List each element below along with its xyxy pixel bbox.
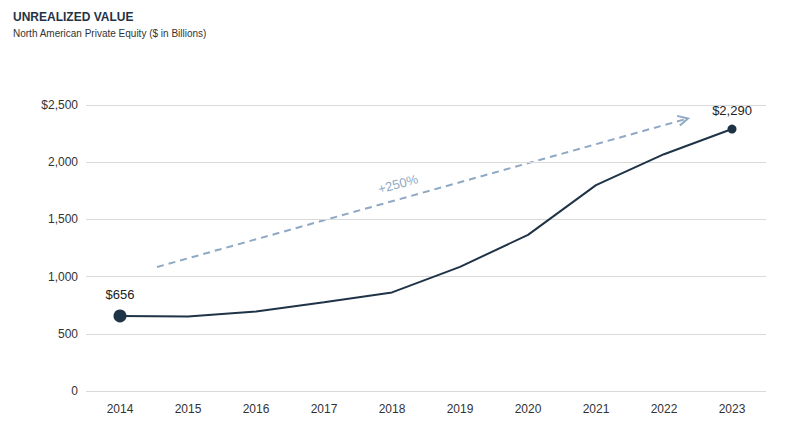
svg-text:$656: $656 <box>106 287 135 302</box>
svg-text:2023: 2023 <box>719 402 746 416</box>
svg-text:2021: 2021 <box>583 402 610 416</box>
svg-text:North American Private Equity: North American Private Equity ($ in Bill… <box>13 28 206 39</box>
svg-text:2017: 2017 <box>311 402 338 416</box>
svg-text:2,000: 2,000 <box>48 155 78 169</box>
svg-text:2020: 2020 <box>515 402 542 416</box>
svg-text:UNREALIZED VALUE: UNREALIZED VALUE <box>13 10 133 24</box>
svg-text:2014: 2014 <box>107 402 134 416</box>
svg-text:1,000: 1,000 <box>48 270 78 284</box>
svg-text:1,500: 1,500 <box>48 212 78 226</box>
svg-text:0: 0 <box>71 384 78 398</box>
svg-text:2018: 2018 <box>379 402 406 416</box>
svg-text:2015: 2015 <box>175 402 202 416</box>
svg-text:2022: 2022 <box>651 402 678 416</box>
svg-text:2019: 2019 <box>447 402 474 416</box>
svg-text:+250%: +250% <box>376 171 420 197</box>
svg-text:500: 500 <box>58 327 78 341</box>
svg-text:$2,500: $2,500 <box>41 98 78 112</box>
svg-text:2016: 2016 <box>243 402 270 416</box>
svg-text:$2,290: $2,290 <box>712 103 752 118</box>
